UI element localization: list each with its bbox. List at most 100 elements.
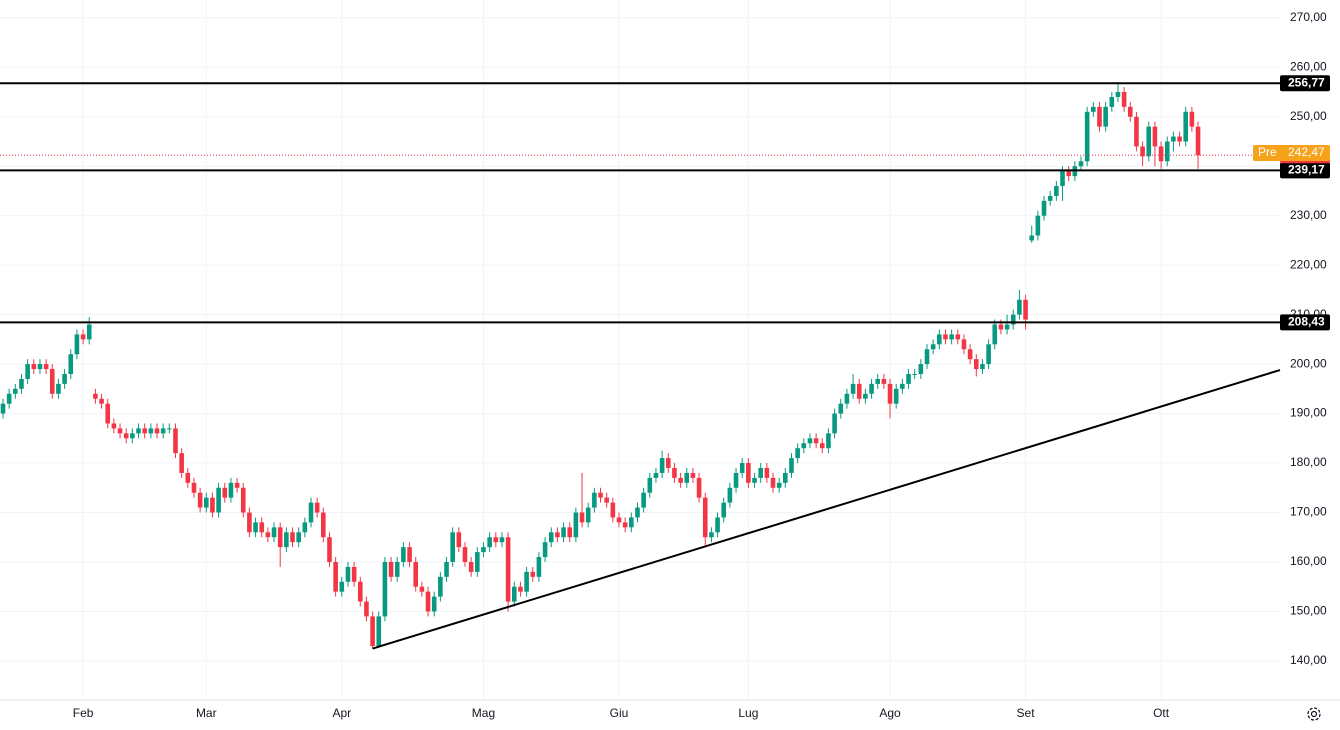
- level-tag: [1280, 75, 1330, 92]
- candle-body: [0, 403, 6, 414]
- settings-icon[interactable]: [1307, 707, 1321, 721]
- candle-body: [99, 398, 104, 404]
- candle-body: [154, 428, 160, 434]
- candle-body: [117, 428, 123, 434]
- candle-body: [167, 428, 172, 430]
- candle-body: [998, 324, 1004, 330]
- candle-body: [327, 537, 332, 562]
- candle-body: [197, 492, 203, 508]
- candle-body: [930, 344, 936, 350]
- candle-body: [1017, 299, 1022, 315]
- candle-body: [1195, 126, 1201, 156]
- candle-body: [887, 383, 893, 404]
- candle-body: [937, 334, 942, 345]
- x-tick-label: Ott: [1153, 706, 1170, 720]
- candle-body: [980, 364, 985, 370]
- candle-body: [813, 438, 819, 444]
- candle-body: [210, 497, 215, 513]
- candle-body: [610, 502, 616, 518]
- candle-body: [302, 522, 308, 533]
- candle-body: [1171, 136, 1176, 142]
- candle-body: [444, 561, 449, 577]
- candle-body: [413, 561, 419, 587]
- y-tick-label: 180,00: [1290, 455, 1327, 469]
- y-tick-label: 200,00: [1290, 356, 1327, 370]
- candle-body: [357, 581, 363, 602]
- level-label: 256,77: [1288, 75, 1325, 89]
- candle-body: [6, 393, 12, 404]
- candle-body: [43, 364, 49, 370]
- candle-body: [949, 334, 954, 340]
- candle-body: [333, 561, 338, 592]
- candle-body: [555, 532, 560, 538]
- candle-body: [967, 349, 973, 360]
- candle-body: [838, 403, 844, 414]
- candle-body: [672, 467, 677, 478]
- candle-body: [203, 497, 209, 508]
- candle-body: [561, 527, 566, 538]
- level-tag: [1280, 314, 1330, 331]
- candle-body: [1127, 106, 1133, 117]
- candle-body: [1010, 314, 1016, 325]
- candle-body: [148, 428, 154, 434]
- candle-body: [709, 532, 714, 538]
- candle-body: [1054, 186, 1059, 196]
- candle-body: [419, 586, 425, 592]
- candle-body: [160, 428, 166, 434]
- y-tick-label: 230,00: [1290, 208, 1327, 222]
- candle-body: [376, 616, 382, 647]
- y-tick-label: 190,00: [1290, 406, 1327, 420]
- candle-body: [721, 502, 727, 518]
- candle-body: [234, 482, 240, 488]
- candle-body: [906, 373, 911, 384]
- pre-label: 242,47: [1288, 145, 1325, 159]
- candle-body: [770, 477, 776, 488]
- candle-body: [173, 428, 178, 454]
- candle-body: [579, 512, 585, 523]
- candle-body: [86, 324, 92, 340]
- candle-body: [881, 378, 887, 384]
- x-tick-label: Set: [1017, 706, 1036, 720]
- candle-body: [191, 482, 197, 493]
- candle-body: [918, 364, 924, 374]
- candle-body: [314, 502, 320, 513]
- candle-body: [690, 472, 696, 478]
- candle-body: [321, 512, 326, 538]
- candle-body: [1078, 161, 1084, 167]
- grid: [0, 0, 1280, 700]
- candle-body: [783, 472, 788, 483]
- candle-body: [1177, 136, 1182, 142]
- candle-body: [1134, 116, 1139, 147]
- candle-body: [277, 527, 283, 548]
- x-tick-label: Ago: [879, 706, 901, 720]
- candle-body: [715, 517, 720, 533]
- candle-body: [290, 532, 295, 543]
- candle-body: [468, 561, 474, 572]
- candle-body: [296, 532, 301, 543]
- candle-body: [80, 334, 86, 340]
- candle-body: [850, 383, 856, 394]
- candle-body: [733, 472, 739, 488]
- candle-body: [370, 616, 375, 647]
- candle-body: [142, 428, 147, 434]
- candle-body: [530, 571, 536, 577]
- candle-body: [456, 532, 462, 548]
- candle-body: [185, 472, 191, 483]
- candle-body: [536, 557, 542, 577]
- candle-body: [739, 463, 745, 473]
- x-tick-label: Feb: [73, 706, 94, 720]
- candle-body: [659, 458, 665, 473]
- candle-body: [438, 576, 443, 597]
- y-tick-label: 220,00: [1290, 257, 1327, 271]
- candle-body: [832, 413, 837, 434]
- candle-body: [1041, 200, 1047, 216]
- level-tag: [1280, 162, 1330, 179]
- candle-body: [49, 369, 55, 394]
- candle-body: [795, 448, 800, 459]
- candle-body: [1115, 92, 1121, 97]
- candle-body: [622, 522, 628, 528]
- candle-body: [511, 586, 517, 602]
- gear-center: [1310, 710, 1318, 718]
